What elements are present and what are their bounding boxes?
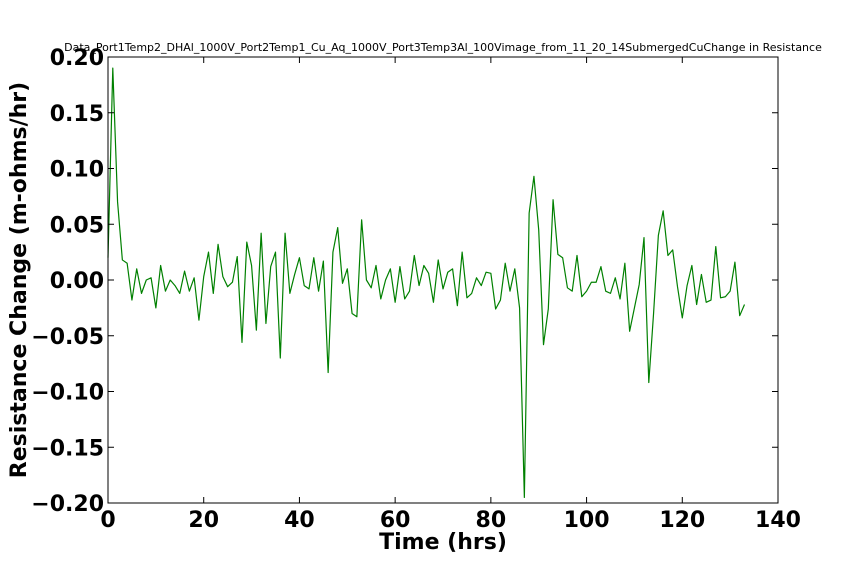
x-tick-label: 140 bbox=[755, 508, 801, 533]
y-tick-label: −0.20 bbox=[31, 492, 104, 517]
y-tick-label: 0.00 bbox=[50, 269, 104, 294]
y-tick-label: −0.10 bbox=[31, 381, 104, 406]
y-tick-label: 0.05 bbox=[50, 213, 104, 238]
x-tick-label: 80 bbox=[476, 508, 507, 533]
x-tick-label: 0 bbox=[100, 508, 115, 533]
x-tick-label: 100 bbox=[564, 508, 610, 533]
y-tick-label: 0.20 bbox=[50, 46, 104, 71]
axis-ticks: 0 20 40 60 80 100 120 140 −0.20 −0.15 −0.10 −0.05 0.… bbox=[31, 46, 801, 533]
y-axis-label: Resistance Change (m-ohms/hr) bbox=[7, 82, 32, 478]
series-line-0 bbox=[107, 67, 746, 499]
chart-title: Data_Port1Temp2_DHAl_1000V_Port2Temp1_Cu… bbox=[64, 41, 822, 54]
plot-frame bbox=[107, 56, 779, 504]
y-tick-label: −0.05 bbox=[31, 325, 104, 350]
x-tick-label: 40 bbox=[284, 508, 315, 533]
x-tick-label: 120 bbox=[659, 508, 705, 533]
x-tick-label: 60 bbox=[380, 508, 411, 533]
y-tick-label: 0.15 bbox=[50, 102, 104, 127]
y-tick-label: 0.10 bbox=[50, 158, 104, 183]
plot-area bbox=[107, 67, 746, 499]
y-tick-label: −0.15 bbox=[31, 436, 104, 461]
x-tick-label: 20 bbox=[188, 508, 219, 533]
x-axis-label: Time (hrs) bbox=[379, 530, 507, 555]
